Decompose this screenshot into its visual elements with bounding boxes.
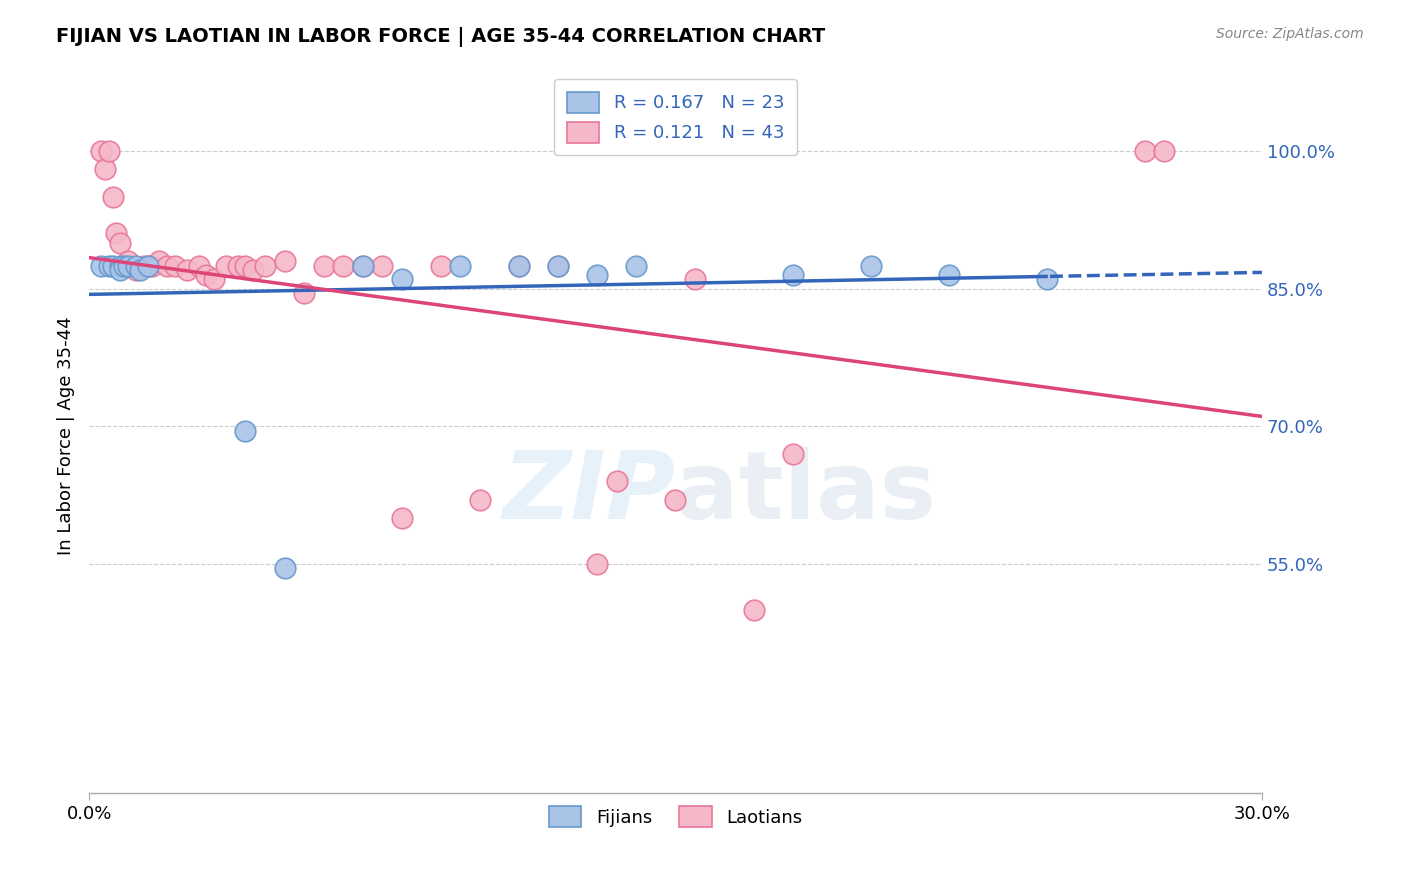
Point [450, 259, 472, 273]
Point [90, 259, 112, 273]
Point [112, 259, 135, 273]
Point [391, 511, 413, 525]
Text: atlas: atlas [675, 447, 936, 539]
Point [90, 144, 112, 158]
Point [547, 259, 569, 273]
Point [132, 259, 155, 273]
Text: Source: ZipAtlas.com: Source: ZipAtlas.com [1216, 27, 1364, 41]
Point [683, 272, 706, 286]
Point [391, 272, 413, 286]
Point [93, 162, 115, 177]
Point [371, 259, 394, 273]
Point [215, 259, 238, 273]
Point [141, 259, 163, 273]
Point [312, 259, 335, 273]
Point [586, 268, 609, 282]
Point [938, 268, 960, 282]
Point [176, 263, 198, 277]
Point [110, 259, 132, 273]
Point [125, 263, 148, 277]
Text: FIJIAN VS LAOTIAN IN LABOR FORCE | AGE 35-44 CORRELATION CHART: FIJIAN VS LAOTIAN IN LABOR FORCE | AGE 3… [56, 27, 825, 46]
Point [859, 259, 882, 273]
Point [430, 259, 453, 273]
Point [165, 259, 187, 273]
Point [187, 259, 209, 273]
Point [468, 492, 491, 507]
Point [97, 259, 120, 273]
Point [156, 259, 179, 273]
Point [110, 235, 132, 250]
Point [253, 259, 276, 273]
Point [1036, 272, 1059, 286]
Point [125, 259, 148, 273]
Point [352, 259, 374, 273]
Point [332, 259, 354, 273]
Point [508, 259, 530, 273]
Point [586, 557, 609, 571]
Point [273, 561, 295, 575]
Point [242, 263, 264, 277]
Point [117, 259, 139, 273]
Point [547, 259, 569, 273]
Point [782, 447, 804, 461]
Point [508, 259, 530, 273]
Point [136, 259, 159, 273]
Point [110, 263, 132, 277]
Point [105, 227, 128, 241]
Point [148, 254, 170, 268]
Point [117, 254, 139, 268]
Point [606, 475, 628, 489]
Point [1133, 144, 1156, 158]
Point [664, 492, 686, 507]
Text: ZIP: ZIP [502, 447, 675, 539]
Point [742, 603, 765, 617]
Point [292, 286, 315, 301]
Y-axis label: In Labor Force | Age 35-44: In Labor Force | Age 35-44 [58, 316, 75, 555]
Point [782, 268, 804, 282]
Point [235, 424, 257, 438]
Point [112, 259, 135, 273]
Point [202, 272, 225, 286]
Point [195, 268, 218, 282]
Point [1153, 144, 1175, 158]
Point [235, 259, 257, 273]
Legend: Fijians, Laotians: Fijians, Laotians [541, 799, 810, 834]
Point [273, 254, 295, 268]
Point [97, 144, 120, 158]
Point [626, 259, 648, 273]
Point [101, 190, 124, 204]
Point [226, 259, 249, 273]
Point [136, 259, 159, 273]
Point [128, 263, 150, 277]
Point [101, 259, 124, 273]
Point [352, 259, 374, 273]
